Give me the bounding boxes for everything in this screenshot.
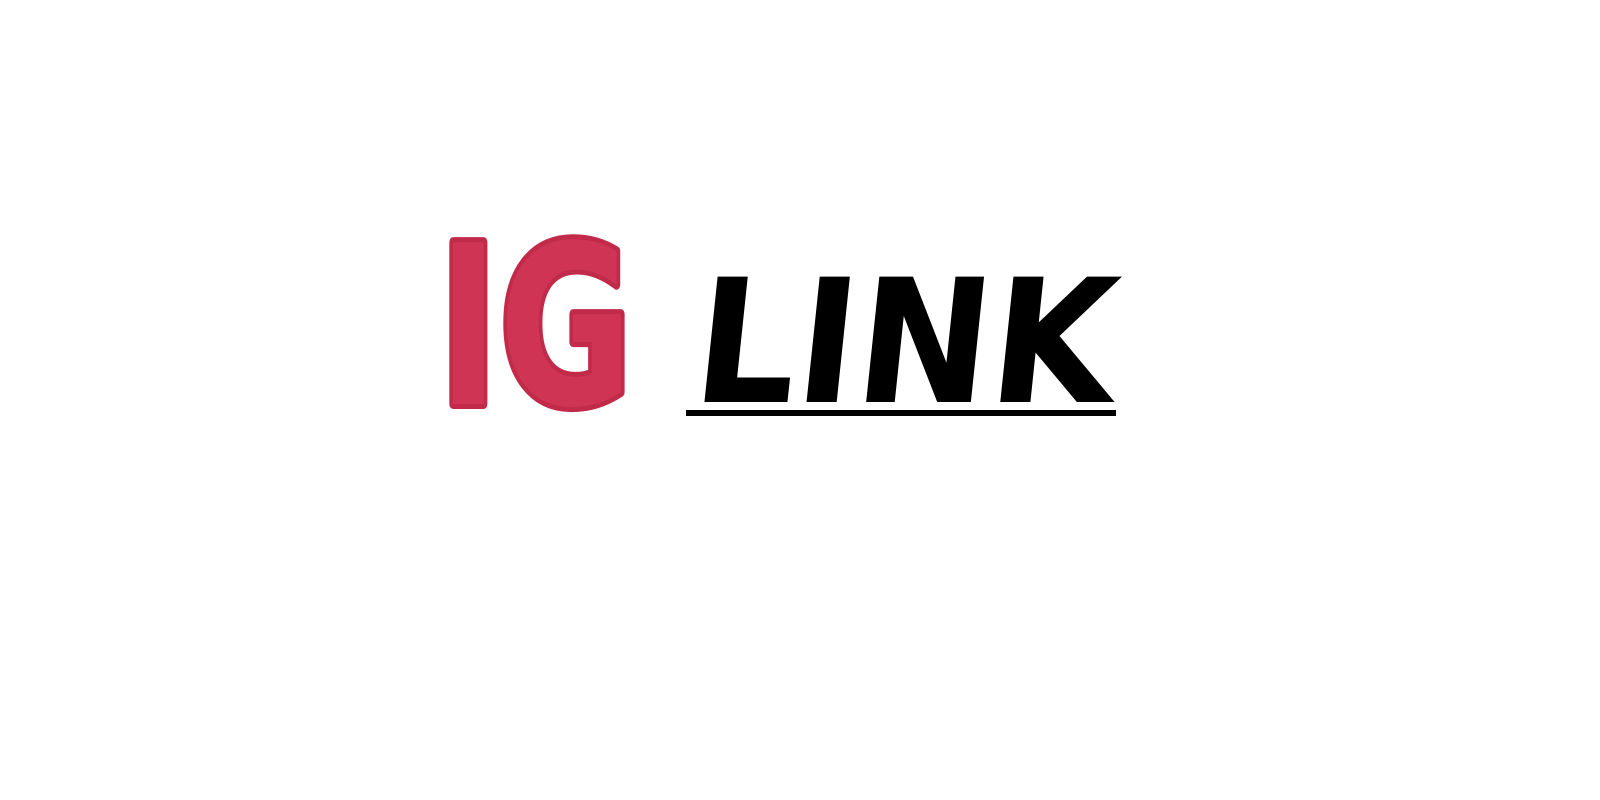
logo-underline: [686, 410, 1116, 416]
logo-word: LINK: [685, 242, 1131, 442]
logo-brand: IG: [438, 199, 633, 457]
